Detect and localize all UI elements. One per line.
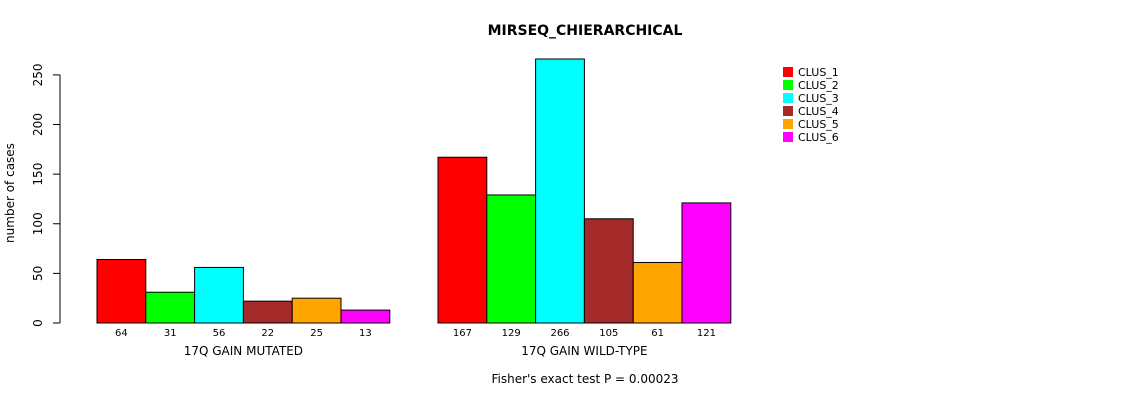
bar-count-label: 121 (697, 328, 716, 339)
bar-count-label: 31 (164, 328, 177, 339)
legend-label: CLUS_6 (798, 131, 839, 144)
bar-count-label: 64 (115, 328, 128, 339)
fisher-test-footnote: Fisher's exact test P = 0.00023 (491, 372, 678, 386)
bar-count-label: 25 (310, 328, 323, 339)
chart-title: MIRSEQ_CHIERARCHICAL (488, 23, 683, 39)
group-label-2: 17Q GAIN WILD-TYPE (521, 344, 647, 358)
legend-swatch (783, 80, 793, 90)
bar-count-label: 105 (599, 328, 618, 339)
bar-clus-4-group-1 (242, 300, 293, 324)
legend-swatch (783, 67, 793, 77)
y-axis-label: number of cases (3, 143, 17, 243)
bar-clus-1-group-2 (437, 156, 488, 324)
bar-count-label: 266 (550, 328, 569, 339)
bar-clus-3-group-1 (194, 266, 244, 324)
bar-clus-6-group-1 (340, 309, 391, 324)
legend-label: CLUS_1 (798, 66, 839, 79)
bar-clus-5-group-1 (291, 297, 342, 324)
legend-label: CLUS_3 (798, 92, 839, 105)
y-axis: 0 50 100 150 200 250 (31, 63, 61, 327)
y-tick-label: 100 (31, 212, 45, 235)
bar-clus-3-group-2 (535, 58, 585, 324)
bar-clus-5-group-2 (632, 261, 683, 324)
legend-label: CLUS_5 (798, 118, 839, 131)
group-label-1: 17Q GAIN MUTATED (184, 344, 303, 358)
bar-clus-2-group-1 (145, 291, 196, 324)
bar-count-label: 61 (651, 328, 664, 339)
legend-swatch (783, 132, 793, 142)
bar-count-label: 56 (213, 328, 226, 339)
y-tick-label: 200 (31, 113, 45, 136)
legend-swatch (783, 119, 793, 129)
bar-count-label: 129 (502, 328, 521, 339)
bar-clus-4-group-2 (583, 218, 634, 324)
y-tick-label: 50 (31, 266, 45, 281)
bar-count-label: 167 (453, 328, 472, 339)
legend-label: CLUS_4 (798, 105, 839, 118)
y-tick-label: 150 (31, 163, 45, 186)
legend-swatch (783, 106, 793, 116)
bar-clus-1-group-1 (96, 258, 147, 324)
bar-clus-2-group-2 (486, 194, 537, 324)
y-tick-label: 250 (31, 63, 45, 86)
bar-count-label: 22 (261, 328, 274, 339)
bars: 64 31 56 22 25 13 17Q GAIN MUTATED 167 129 266 105… (96, 58, 732, 358)
legend-label: CLUS_2 (798, 79, 839, 92)
bar-clus-6-group-2 (681, 202, 732, 324)
y-tick-label: 0 (31, 319, 45, 327)
bar-count-label: 13 (359, 328, 372, 339)
legend-swatch (783, 93, 793, 103)
